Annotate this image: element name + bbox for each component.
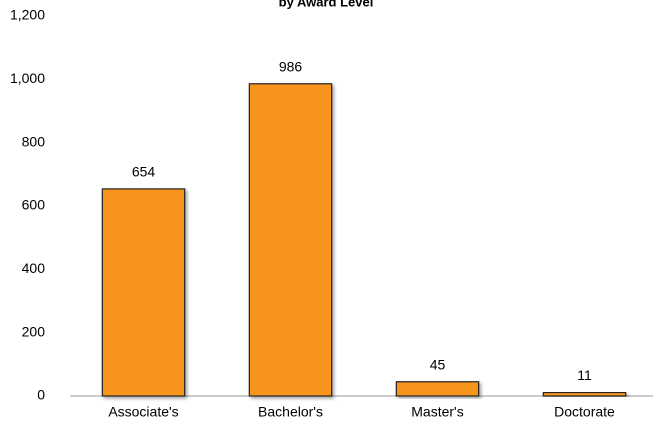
y-tick-label: 0: [37, 387, 45, 403]
y-tick-label: 600: [22, 197, 46, 213]
x-tick-label: Master's: [411, 404, 463, 420]
bar: [395, 381, 480, 397]
data-label: 11: [577, 367, 592, 383]
bar: [101, 188, 186, 397]
data-label: 986: [279, 58, 303, 74]
y-tick-label: 1,000: [10, 70, 45, 86]
x-tick-label: Doctorate: [554, 404, 615, 420]
data-label: 45: [430, 356, 446, 372]
y-tick-label: 400: [22, 260, 46, 276]
y-tick-label: 800: [22, 133, 46, 149]
x-tick-label: Bachelor's: [258, 404, 323, 420]
bar: [248, 83, 333, 397]
y-tick-label: 1,200: [10, 7, 45, 23]
y-tick-label: 200: [22, 323, 46, 339]
x-tick-label: Associate's: [108, 404, 178, 420]
bar: [542, 391, 627, 397]
chart-title: by Award Level: [279, 0, 374, 9]
data-label: 654: [132, 164, 156, 180]
